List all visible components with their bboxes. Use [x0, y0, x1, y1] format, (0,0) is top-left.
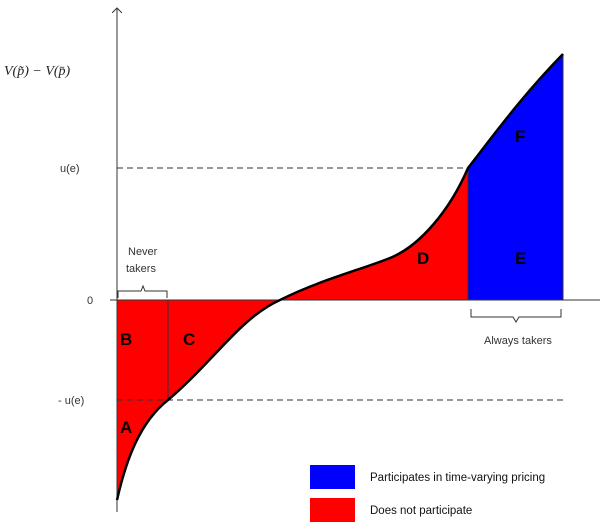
- region-label-f: F: [515, 127, 525, 146]
- region-label-d: D: [417, 249, 429, 268]
- region-label-b: B: [120, 330, 132, 349]
- tick-label-upper: u(e): [60, 163, 80, 175]
- never-takers-label-line1: Never: [128, 246, 158, 258]
- tick-label-lower: - u(e): [58, 395, 84, 407]
- never-takers-label-line2: takers: [126, 263, 156, 275]
- region-negative-fill: [117, 300, 280, 500]
- legend-swatch-participates: [310, 465, 355, 489]
- legend-swatch-not-participate: [310, 498, 355, 522]
- legend-label-participates: Participates in time-varying pricing: [370, 472, 545, 484]
- tick-label-zero: 0: [87, 295, 93, 307]
- always-takers-bracket: [470, 309, 562, 323]
- region-label-c: C: [183, 330, 195, 349]
- y-axis-label: V(p̃) − V(p̄): [4, 64, 71, 79]
- region-ef-fill: [468, 54, 563, 300]
- region-label-a: A: [120, 418, 132, 437]
- never-takers-bracket: [117, 284, 168, 298]
- value-curve: [115, 53, 564, 501]
- region-label-e: E: [515, 249, 526, 268]
- always-takers-label: Always takers: [484, 335, 552, 347]
- legend-label-not-participate: Does not participate: [370, 505, 472, 517]
- region-d-fill: [280, 168, 468, 300]
